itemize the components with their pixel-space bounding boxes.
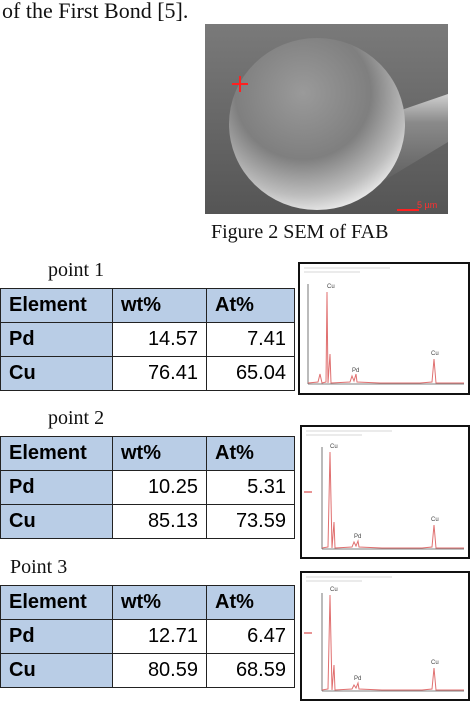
peak-label: Cu: [327, 284, 335, 290]
table-header-row: Element wt% At%: [0, 288, 295, 323]
at-cell: 5.31: [206, 470, 295, 505]
sem-scale-label: 5 µm: [417, 200, 438, 210]
table-header-row: Element wt% At%: [0, 436, 295, 471]
peak-label: Pd: [352, 368, 359, 374]
peak-label: Cu: [431, 517, 439, 523]
at-cell: 73.59: [206, 504, 295, 539]
header-wt: wt%: [112, 288, 207, 323]
header-wt: wt%: [112, 436, 207, 471]
header-at: At%: [206, 585, 295, 620]
point-3-label: Point 3: [10, 556, 68, 578]
wt-cell: 10.25: [112, 470, 207, 505]
eds-spectrum-point-3: Cu Pd Cu: [300, 571, 470, 701]
at-cell: 6.47: [206, 619, 295, 654]
eds-table-point-2: Element wt% At% Pd 10.25 5.31 Cu 85.13 7…: [0, 436, 295, 539]
body-text-fragment: of the First Bond [5].: [2, 0, 189, 23]
element-cell: Cu: [0, 653, 113, 688]
peak-label: Pd: [354, 534, 361, 540]
element-cell: Cu: [0, 356, 113, 391]
peak-label: Cu: [431, 351, 439, 357]
at-cell: 68.59: [206, 653, 295, 688]
eds-table-point-3: Element wt% At% Pd 12.71 6.47 Cu 80.59 6…: [0, 585, 295, 688]
point-1-label: point 1: [48, 259, 105, 281]
table-header-row: Element wt% At%: [0, 585, 295, 620]
figure-caption: Figure 2 SEM of FAB: [211, 221, 389, 243]
eds-spectrum-point-2: Cu Pd Cu: [300, 425, 470, 559]
table-row: Pd 10.25 5.31: [0, 470, 295, 505]
peak-label: Cu: [431, 660, 439, 666]
header-element: Element: [0, 585, 113, 620]
peak-label: Cu: [330, 587, 338, 593]
point-2-label: point 2: [48, 407, 105, 429]
element-cell: Pd: [0, 470, 113, 505]
at-cell: 7.41: [206, 322, 295, 357]
wt-cell: 80.59: [112, 653, 207, 688]
table-row: Cu 80.59 68.59: [0, 653, 295, 688]
wt-cell: 12.71: [112, 619, 207, 654]
header-at: At%: [206, 436, 295, 471]
sem-image-fab: 5 µm: [205, 24, 448, 214]
header-element: Element: [0, 436, 113, 471]
element-cell: Pd: [0, 619, 113, 654]
element-cell: Cu: [0, 504, 113, 539]
wt-cell: 14.57: [112, 322, 207, 357]
header-element: Element: [0, 288, 113, 323]
table-row: Pd 14.57 7.41: [0, 322, 295, 357]
table-row: Cu 76.41 65.04: [0, 356, 295, 391]
eds-table-point-1: Element wt% At% Pd 14.57 7.41 Cu 76.41 6…: [0, 288, 295, 391]
at-cell: 65.04: [206, 356, 295, 391]
peak-label: Cu: [330, 444, 338, 450]
element-cell: Pd: [0, 322, 113, 357]
wt-cell: 85.13: [112, 504, 207, 539]
header-at: At%: [206, 288, 295, 323]
eds-spectrum-point-1: Cu Pd Cu: [298, 262, 470, 395]
peak-label: Pd: [354, 676, 361, 682]
table-row: Pd 12.71 6.47: [0, 619, 295, 654]
table-row: Cu 85.13 73.59: [0, 504, 295, 539]
header-wt: wt%: [112, 585, 207, 620]
wt-cell: 76.41: [112, 356, 207, 391]
